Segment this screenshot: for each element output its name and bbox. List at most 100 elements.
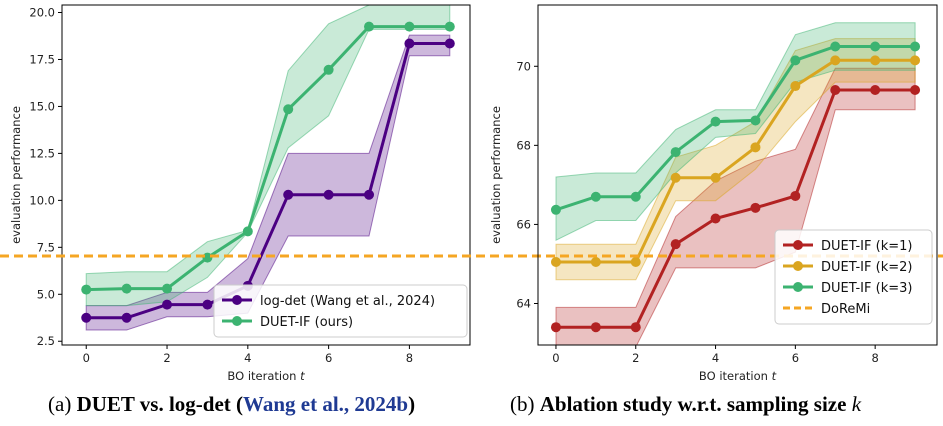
legend-entry: DUET-IF (k=2): [783, 260, 912, 275]
data-point: [283, 189, 294, 200]
legend: DUET-IF (k=1) DUET-IF (k=2) DUET-IF (k=3) D…: [774, 229, 933, 325]
data-point: [550, 322, 561, 333]
caption-a-title: DUET vs. log-det (: [76, 392, 244, 416]
legend-label: DoReMi: [821, 302, 870, 317]
y-tick-label: 2.5: [37, 334, 55, 348]
data-point: [404, 21, 415, 32]
data-point: [710, 116, 721, 127]
data-point: [750, 202, 761, 213]
legend-entry: DUET-IF (k=1): [783, 239, 912, 254]
x-tick-label: 4: [712, 351, 719, 365]
data-point: [670, 172, 681, 183]
data-point: [670, 147, 681, 158]
data-point: [630, 191, 641, 202]
data-point: [910, 85, 921, 95]
data-point: [550, 256, 561, 267]
legend-label: DUET-IF (ours): [260, 315, 353, 330]
x-tick-label: 8: [406, 351, 413, 365]
data-point: [202, 299, 213, 310]
data-point: [630, 322, 641, 333]
legend-label: DUET-IF (k=2): [821, 260, 912, 275]
data-point: [590, 322, 601, 333]
data-point: [590, 191, 601, 202]
y-tick-label: 10.0: [29, 193, 55, 207]
legend-swatch-marker: [793, 282, 803, 292]
data-point: [81, 284, 92, 295]
data-point: [750, 142, 761, 153]
chart-panel-a: 0 2 4 6 8 2.5 5.0 7.5 10.0 12.5 15.0 17.5 20.0 BO ite…: [9, 4, 471, 383]
x-tick-label: 6: [325, 351, 332, 365]
figure: 0 2 4 6 82.55.07.510.012.515.017.520.0BO ite…: [0, 4, 943, 383]
y-tick-label: 64: [516, 296, 531, 310]
confidence-band-1: [555, 67, 916, 345]
legend-label: DUET-IF (k=3): [821, 281, 912, 296]
data-point: [121, 312, 132, 323]
confidence-band-2: [555, 38, 916, 281]
axes-frame: [537, 4, 938, 346]
confidence-band-1: [85, 34, 451, 331]
legend-swatch-marker: [232, 295, 242, 305]
x-axis-label: BO iteration t: [227, 369, 305, 383]
y-tick-label: 15.0: [29, 99, 55, 113]
caption-a-citation-link[interactable]: Wang et al., 2024b: [243, 392, 409, 416]
legend-label: DUET-IF (k=1): [821, 239, 912, 254]
y-tick-label: 7.5: [37, 240, 55, 254]
caption-b-prefix: (b): [510, 392, 540, 416]
data-point: [630, 256, 641, 267]
caption-b-variable: k: [851, 392, 862, 416]
legend-swatch-marker: [232, 316, 242, 326]
data-point: [444, 21, 455, 32]
data-point: [790, 55, 801, 66]
series-line-2: [556, 58, 916, 264]
legend-entry: log-det (Wang et al., 2024): [222, 294, 435, 309]
data-point: [830, 85, 841, 95]
data-point: [870, 55, 881, 66]
caption-b: (b) Ablation study w.r.t. sampling size …: [510, 392, 861, 417]
data-point: [910, 55, 921, 66]
y-axis-label: evaluation performance: [9, 106, 23, 244]
data-point: [323, 64, 334, 75]
legend-box: [774, 229, 933, 325]
x-tick-label: 2: [632, 351, 639, 365]
caption-a: (a) DUET vs. log-det (Wang et al., 2024b…: [48, 392, 415, 417]
data-point: [444, 38, 455, 49]
x-axis-variable: t: [772, 369, 777, 383]
data-point: [242, 226, 253, 237]
y-tick-label: 17.5: [29, 52, 55, 66]
data-point: [670, 239, 681, 250]
legend-box: [213, 284, 468, 338]
data-point: [162, 299, 173, 310]
data-point: [550, 204, 561, 215]
x-tick-label: 4: [244, 351, 251, 365]
data-point: [910, 41, 921, 52]
legend: log-det (Wang et al., 2024) DUET-IF (ours…: [213, 284, 468, 338]
data-point: [323, 189, 334, 200]
y-tick-label: 12.5: [29, 146, 55, 160]
series-line-1: [556, 88, 916, 329]
y-tick-label: 70: [516, 59, 531, 73]
x-axis-label: BO iteration t: [699, 369, 777, 383]
legend-swatch-marker: [793, 261, 803, 271]
caption-a-close: ): [408, 392, 416, 416]
y-tick-label: 5.0: [37, 287, 55, 301]
y-tick-label: 68: [516, 138, 531, 152]
data-point: [283, 104, 294, 115]
data-point: [162, 283, 173, 294]
plot-area: [550, 22, 921, 345]
data-point: [590, 256, 601, 267]
x-tick-label: 8: [871, 351, 878, 365]
x-tick-label: 2: [163, 351, 170, 365]
plot-area: [81, 5, 455, 331]
legend-swatch-marker: [793, 240, 803, 250]
x-axis-variable: t: [300, 369, 305, 383]
series-line-1: [86, 42, 450, 320]
caption-a-prefix: (a): [48, 392, 77, 416]
legend-label: log-det (Wang et al., 2024): [260, 294, 435, 309]
data-point: [202, 252, 213, 263]
data-point: [404, 38, 415, 49]
series-line-3: [555, 45, 916, 212]
data-point: [870, 41, 881, 52]
legend-entry: DUET-IF (k=3): [783, 281, 912, 296]
data-point: [710, 172, 721, 183]
